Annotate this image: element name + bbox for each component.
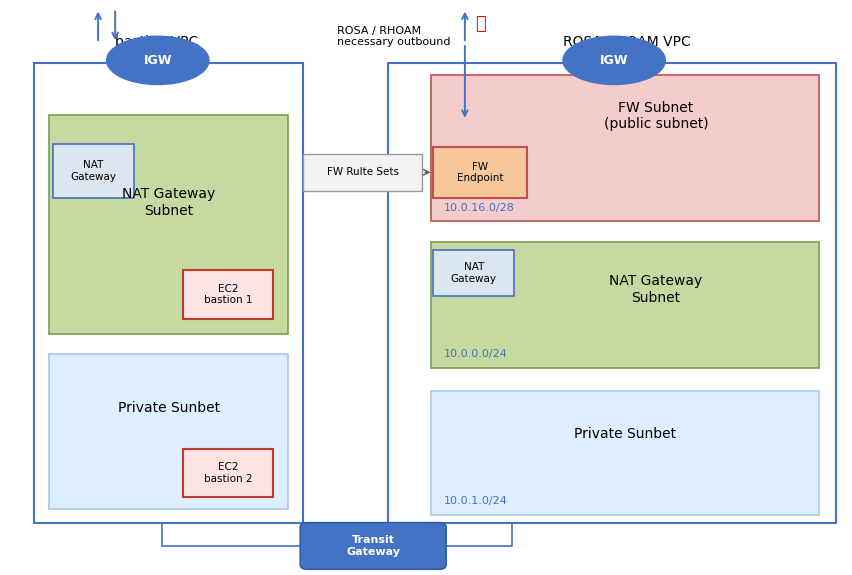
Text: FW Subnet
(public subnet): FW Subnet (public subnet): [603, 101, 707, 131]
Text: EC2
bastion 1: EC2 bastion 1: [204, 284, 252, 305]
Bar: [49, 115, 288, 334]
Bar: [388, 63, 835, 523]
Bar: [49, 354, 288, 509]
Text: ROSA / RHOAM
necessary outbound: ROSA / RHOAM necessary outbound: [337, 26, 450, 48]
Text: 10.0.16.0/28: 10.0.16.0/28: [443, 203, 514, 213]
Text: Private Sunbet: Private Sunbet: [573, 427, 675, 441]
Bar: [302, 154, 422, 191]
Ellipse shape: [562, 36, 665, 85]
Text: 10.0.1.0/24: 10.0.1.0/24: [443, 496, 507, 506]
Text: IGW: IGW: [143, 54, 172, 67]
Text: FW Rulte Sets: FW Rulte Sets: [326, 167, 398, 177]
Bar: [430, 391, 818, 515]
Bar: [34, 63, 302, 523]
Text: NAT
Gateway: NAT Gateway: [451, 262, 496, 284]
Bar: [53, 144, 134, 198]
Bar: [183, 270, 273, 319]
Bar: [183, 448, 273, 497]
Text: Private Sunbet: Private Sunbet: [118, 401, 220, 415]
Text: NAT Gateway
Subnet: NAT Gateway Subnet: [122, 187, 216, 217]
Bar: [430, 75, 818, 221]
Text: ⛔: ⛔: [475, 15, 485, 33]
Text: ROSA/RHOAM VPC: ROSA/RHOAM VPC: [562, 35, 690, 49]
Text: NAT
Gateway: NAT Gateway: [71, 160, 116, 182]
Text: 10.0.0.0/24: 10.0.0.0/24: [443, 350, 507, 359]
Bar: [433, 250, 514, 296]
Text: Transit
Gateway: Transit Gateway: [346, 535, 400, 557]
Text: IGW: IGW: [599, 54, 628, 67]
FancyBboxPatch shape: [300, 523, 446, 569]
Text: FW
Endpoint: FW Endpoint: [457, 162, 503, 183]
Ellipse shape: [106, 36, 209, 85]
Bar: [433, 147, 527, 198]
Bar: [430, 242, 818, 368]
Text: bastion VPC: bastion VPC: [115, 35, 199, 49]
Text: EC2
bastion 2: EC2 bastion 2: [204, 462, 252, 484]
Text: NAT Gateway
Subnet: NAT Gateway Subnet: [608, 274, 702, 305]
